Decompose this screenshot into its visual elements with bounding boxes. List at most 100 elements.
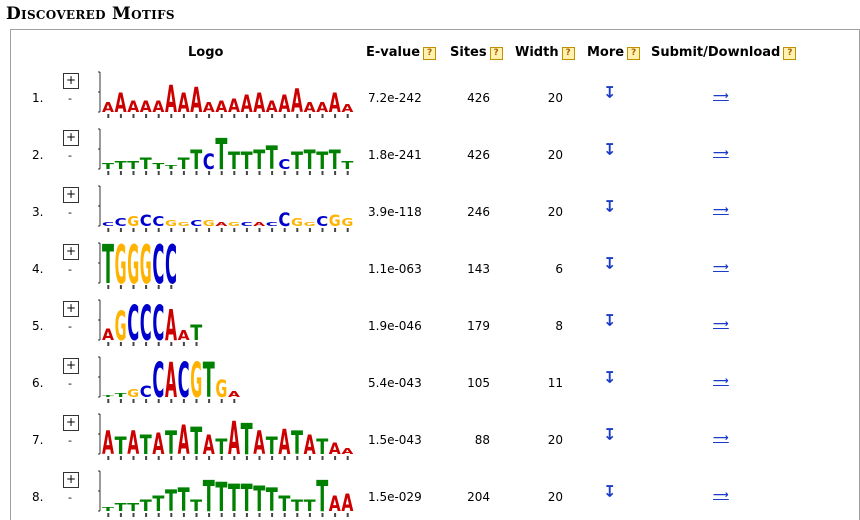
collapse-button[interactable]: - [68,491,72,504]
more-info-icon[interactable]: ↧ [603,197,617,216]
more-info-icon[interactable]: ↧ [603,311,617,330]
logo-letter: A [253,221,266,227]
collapse-button[interactable]: - [68,377,72,390]
logo-position-tick [220,456,223,460]
logo-letter: T [115,432,127,460]
more-info-icon[interactable]: ↧ [603,482,617,501]
more-info-icon[interactable]: ↧ [603,83,617,102]
logo-position-tick [283,513,286,517]
submit-download-link[interactable]: ⟶ [713,203,729,216]
submit-download-link[interactable]: ⟶ [713,431,729,444]
table-row: 5. + -1.9e-046 179 8 ↧ ⟶ A G C C C A A T [0,291,860,349]
expand-button[interactable]: + [63,130,79,146]
logo-letter: C [140,211,152,230]
logo-letter: A [253,425,265,462]
collapse-button[interactable]: - [68,320,72,333]
submit-download-link[interactable]: ⟶ [713,146,729,159]
submit-download-link[interactable]: ⟶ [713,374,729,387]
logo-position-tick [157,399,160,403]
collapse-button[interactable]: - [68,149,72,162]
logo-position-tick [308,513,311,517]
table-row: 7. + -1.5e-043 88 20 ↧ ⟶ A T A T A T A T A T A T A T A T A T A A [0,405,860,463]
logo-letter: A [190,81,202,121]
submit-download-link[interactable]: ⟶ [713,89,729,102]
logo-position-tick [145,399,148,403]
logo-letter: T [241,476,253,520]
more-info-icon[interactable]: ↧ [603,368,617,387]
motif-evalue: 1.5e-029 [368,490,422,504]
logo-letter: A [341,489,353,517]
logo-letter: A [178,328,191,343]
logo-letter: G [115,305,127,349]
logo-position-tick [170,513,173,517]
logo-letter: T [203,471,215,520]
expand-button[interactable]: + [63,244,79,260]
help-icon[interactable]: ? [489,47,503,60]
more-info-icon[interactable]: ↧ [603,254,617,273]
logo-letter: A [341,103,354,116]
expand-button[interactable]: + [63,358,79,374]
logo-position-tick [308,228,311,232]
collapse-button[interactable]: - [68,92,72,105]
logo-position-tick [195,114,198,118]
more-info-icon[interactable]: ↧ [603,140,617,159]
logo-letter: C [127,297,139,349]
logo-position-tick [132,114,135,118]
logo-letter: T [115,392,128,398]
collapse-button[interactable]: - [68,263,72,276]
help-icon[interactable]: ? [423,47,437,60]
logo-letter: G [228,221,240,227]
logo-position-tick [334,171,337,175]
logo-position-tick [107,399,110,403]
expand-button[interactable]: + [63,301,79,317]
help-icon[interactable]: ? [561,47,575,60]
logo-letter: A [102,425,114,462]
logo-letter: A [228,96,240,117]
more-info-icon[interactable]: ↧ [603,425,617,444]
logo-position-tick [182,456,185,460]
logo-letter: A [165,77,177,121]
logo-letter: A [102,325,115,344]
expand-button[interactable]: + [63,187,79,203]
section-title: Discovered Motifs [6,4,175,24]
logo-position-tick [182,513,185,517]
logo-letter: T [190,146,202,176]
logo-letter: A [278,423,290,463]
header-submit-label: Submit/Download [651,45,781,60]
logo-letter: G [115,240,127,292]
logo-position-tick [132,285,135,289]
logo-letter: G [329,211,341,230]
logo-letter: T [316,436,328,460]
logo-position-tick [208,399,211,403]
logo-letter: A [329,493,341,517]
logo-letter: C [278,157,290,172]
submit-download-link[interactable]: ⟶ [713,260,729,273]
logo-position-tick [145,456,148,460]
logo-position-tick [258,171,261,175]
logo-letter: T [140,154,152,173]
header-sites: Sites? [450,45,503,60]
submit-download-link[interactable]: ⟶ [713,317,729,330]
submit-download-link[interactable]: ⟶ [713,488,729,501]
help-icon[interactable]: ? [783,47,797,60]
logo-letter: T [102,506,115,512]
logo-position-tick [346,228,349,232]
logo-position-tick [245,228,248,232]
expand-button[interactable]: + [63,472,79,488]
logo-position-tick [145,342,148,346]
expand-button[interactable]: + [63,415,79,431]
logo-letter: A [127,425,139,462]
logo-position-tick [157,171,160,175]
expand-button[interactable]: + [63,73,79,89]
logo-position-tick [195,342,198,346]
motif-number: 6. [32,376,44,390]
help-icon[interactable]: ? [627,47,641,60]
header-more: More? [587,45,641,60]
collapse-button[interactable]: - [68,206,72,219]
logo-letter: T [115,502,128,515]
logo-letter: T [253,480,265,520]
logo-letter: G [203,218,215,227]
logo-letter: T [253,146,265,176]
collapse-button[interactable]: - [68,434,72,447]
